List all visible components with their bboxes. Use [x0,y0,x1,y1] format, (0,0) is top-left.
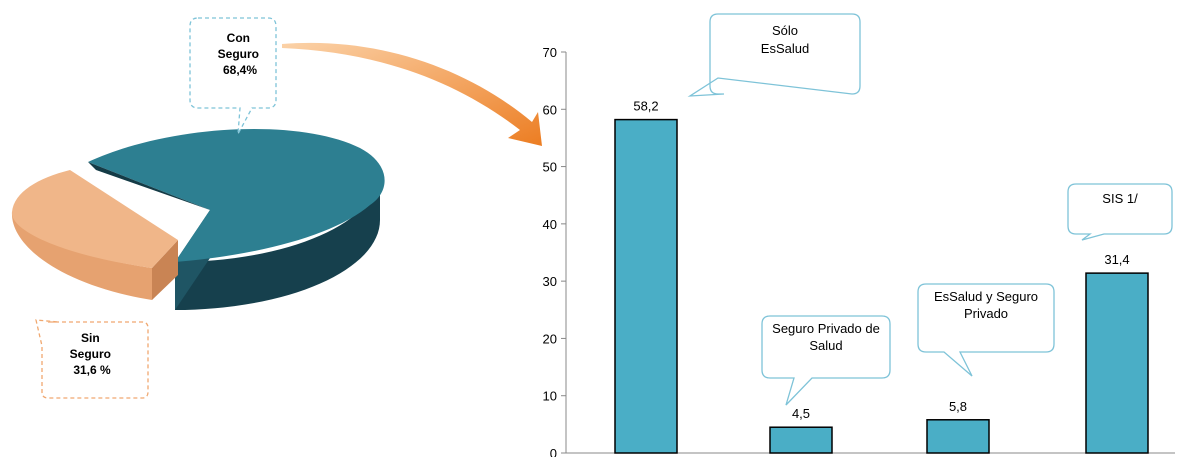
bar-value-label: 58,2 [633,99,658,114]
bar [769,426,833,454]
bar-callout-text: Seguro Privado de [772,321,880,336]
bar-chart: 0 10 20 30 40 50 60 70 58,2 4,5 5,8 31,4 Sólo EsSal… [543,13,1175,457]
bar-callout-text: Sólo [772,23,798,38]
bar-callout-text: EsSalud y Seguro [934,289,1038,304]
pie-label-con-line1: Con [227,31,250,45]
y-tick-label: 50 [543,160,557,175]
bar-callout-text: Privado [964,306,1008,321]
y-tick-label: 40 [543,217,557,232]
pie-label-sin-line3: 31,6 % [73,363,111,377]
y-tick-label: 70 [543,45,557,60]
bars: 58,2 4,5 5,8 31,4 [614,99,1149,454]
bar-callout-text: SIS 1/ [1102,191,1138,206]
pie-slice-con-seguro-side [175,172,380,310]
bar-value-label: 5,8 [949,399,967,414]
bar-value-label: 4,5 [792,406,810,421]
connector-arrow [282,42,542,147]
y-tick-label: 60 [543,102,557,117]
bar-callout-bubble [1067,183,1173,241]
callout-con-seguro [189,17,277,135]
pie-label-sin-line2: Seguro [70,347,111,361]
bar-value-label: 31,4 [1104,252,1129,267]
bar-callout-bubble [917,283,1055,377]
bar-callout-bubble [687,13,861,97]
bar [926,419,990,454]
bar [614,118,678,454]
y-tick-label: 10 [543,389,557,404]
pie-label-sin-line1: Sin [81,331,100,345]
y-tick-label: 20 [543,331,557,346]
pie-slice-con-seguro [88,128,385,262]
bar-callout-text: EsSalud [761,41,809,56]
pie-label-con-line3: 68,4% [223,63,257,77]
bar-callout-text: Salud [809,338,842,353]
pie-label-con-line2: Seguro [218,47,259,61]
y-tick-label: 30 [543,274,557,289]
y-axis-ticks: 0 10 20 30 40 50 60 70 [543,45,566,457]
pie-slice-sin-seguro-cut [152,240,178,300]
pie-slice-sin-seguro [11,170,178,268]
bar-callout-bubble [761,315,891,406]
pie-chart: Con Seguro 68,4% Sin Seguro 31,6 % [11,17,385,399]
y-tick-label: 0 [550,446,557,457]
pie-slice-con-seguro-dark-edge [88,162,210,210]
callout-sin-seguro [35,319,149,399]
svg-text:Sin Seguro 31,6 %: Sin Seguro 31,6 % [70,331,115,377]
bar-callouts: Sólo EsSalud Seguro Privado de Salud EsSalud… [687,13,1173,406]
svg-text:Con Seguro 68,4%: Con Seguro 68,4% [218,31,263,77]
pie-slice-sin-seguro-side [11,212,153,300]
bar [1085,272,1149,454]
